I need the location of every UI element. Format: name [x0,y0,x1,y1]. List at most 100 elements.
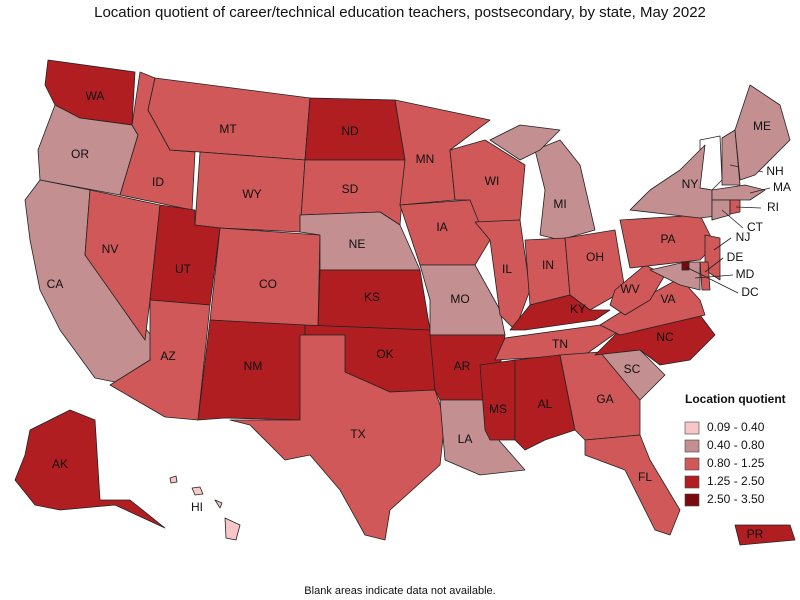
footnote: Blank areas indicate data not available. [304,585,495,597]
state-shape [229,334,446,541]
state-shape [194,151,306,233]
state-label: OH [586,250,604,264]
state-label: WI [485,174,500,188]
leader-line [704,257,724,273]
state-shape [147,77,311,161]
state-label: MT [219,122,237,136]
state-label: NH [766,164,783,178]
state-shape [224,517,241,541]
state-shape [564,229,626,311]
state-label: NJ [736,230,751,244]
state-label: IL [502,262,512,276]
state-shape [169,475,178,484]
state-label: MS [489,402,507,416]
state-label: OK [376,347,393,361]
state-shape [191,486,204,496]
state-shape [734,524,796,546]
state-label: ND [341,124,359,138]
legend-label: 2.50 - 3.50 [707,492,765,506]
state-label: GA [596,392,613,406]
state-label: MA [773,180,791,194]
state-label: SD [342,182,359,196]
state-label: AZ [160,349,175,363]
state-label: IN [542,258,554,272]
state-shape [109,299,211,421]
state-label: CT [747,220,764,234]
map-title: Location quotient of career/technical ed… [94,4,706,21]
legend-swatch [684,493,700,507]
leader-line [685,266,739,294]
state-shape [84,189,161,341]
state-shape [509,294,611,331]
state-label: NY [682,177,699,191]
state-shape [734,84,791,181]
state-label: ID [152,175,164,189]
state-label: KY [570,302,586,316]
state-shape [214,499,223,509]
state-shape [711,184,766,201]
state-label: SC [624,362,641,376]
state-label: NC [656,330,674,344]
state-label: UT [175,262,192,276]
state-shape [534,139,596,241]
state-label: MD [736,267,755,281]
state-label: TN [552,337,568,351]
state-label: CA [47,277,64,291]
leader-line [713,237,732,251]
state-label: DC [741,285,759,299]
state-shape [399,199,491,266]
legend: 0.09 - 0.40 0.40 - 0.80 0.80 - 1.25 1.25 - … [684,420,765,507]
state-label: NE [349,237,366,251]
state-label: ME [753,119,771,133]
legend-label: 0.80 - 1.25 [707,456,765,470]
legend-swatch [684,421,700,435]
state-label: WV [620,282,639,296]
state-label: CO [259,277,277,291]
state-label: MI [553,197,566,211]
state-label: MO [450,292,469,306]
states: WA OR CA NV ID MT WY UT AZ CO NM ND SD NE KS OK TX MN IA MO… [14,59,796,546]
state-label: WY [242,187,261,201]
state-shape [494,324,621,361]
legend-label: 0.09 - 0.40 [707,420,765,434]
legend-swatch [684,475,700,489]
state-shape [14,409,166,529]
state-label: IA [436,220,447,234]
leader-line [749,187,771,194]
state-shape [681,261,690,271]
state-label: DE [727,250,744,264]
state-shape [711,199,731,221]
state-label: PR [747,527,764,541]
legend-swatch [684,439,700,453]
state-label: LA [458,432,473,446]
state-label: FL [638,470,652,484]
state-label: AR [454,359,471,373]
state-label: RI [767,200,779,214]
state-shape [699,261,711,291]
state-label: VA [660,292,675,306]
state-label: AL [538,397,553,411]
state-shape [729,199,741,215]
leader-line [735,206,762,209]
state-shape [489,124,561,161]
state-label: MN [416,152,435,166]
legend-label: 0.40 - 0.80 [707,438,765,452]
leader-line [721,209,744,229]
state-label: OR [71,147,89,161]
state-label: WA [86,89,105,103]
state-label: AK [52,457,68,471]
leader-line [694,274,734,279]
state-shape [584,434,681,536]
legend-title: Location quotient [685,392,786,406]
state-label: NM [244,359,263,373]
legend-swatch [684,457,700,471]
state-label: KS [364,290,380,304]
state-label: PA [660,232,675,246]
state-shape [479,359,516,441]
state-label: NV [102,242,119,256]
legend-label: 1.25 - 2.50 [707,474,765,488]
state-label: HI [191,500,203,514]
state-shape [721,129,741,186]
state-label: TX [350,427,365,441]
